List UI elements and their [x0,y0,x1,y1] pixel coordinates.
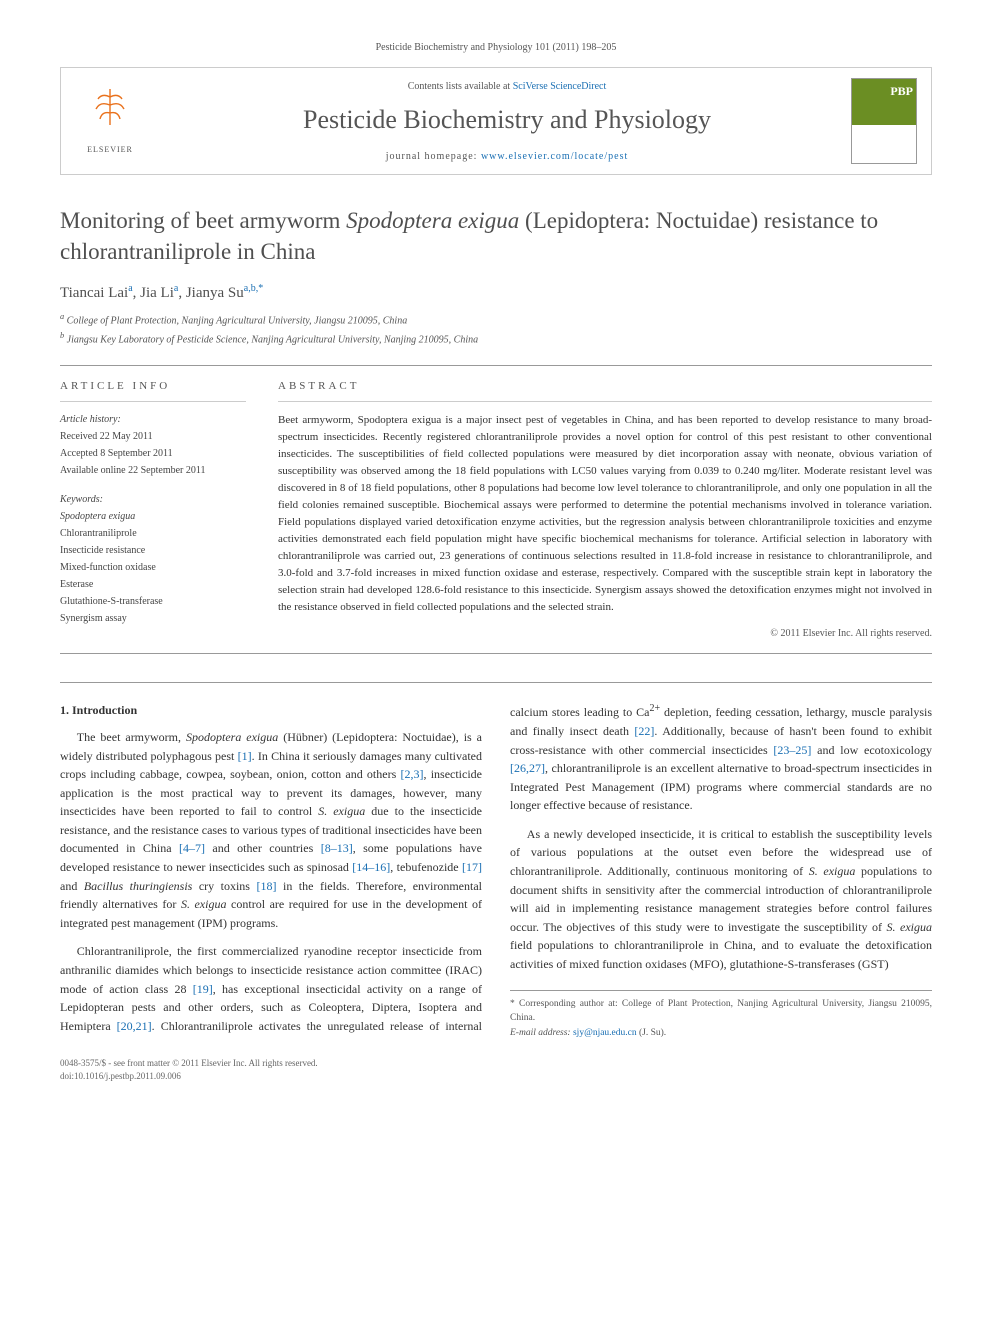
journal-title: Pesticide Biochemistry and Physiology [163,100,851,139]
p1-i: and [60,879,84,893]
cite-2-3[interactable]: [2,3] [400,767,423,781]
p2-h: , chlorantraniliprole is an excellent al… [510,761,932,812]
para-3: As a newly developed insecticide, it is … [510,825,932,974]
keyword-0-text: Spodoptera exigua [60,511,135,522]
keyword-0: Spodoptera exigua [60,509,246,524]
author-2-aff: a [174,283,178,294]
body-text: 1. Introduction The beet armyworm, Spodo… [60,701,932,1040]
page-footer: 0048-3575/$ - see front matter © 2011 El… [60,1057,932,1084]
issn-line: 0048-3575/$ - see front matter © 2011 El… [60,1057,932,1071]
homepage-prefix: journal homepage: [386,151,481,162]
p3-c: field populations to chlorantraniliprole… [510,938,932,971]
keyword-2: Insecticide resistance [60,543,246,558]
keyword-4: Esterase [60,577,246,592]
p1-em3: Bacillus thuringiensis [84,879,193,893]
p1-em2: S. exigua [318,804,365,818]
author-3: Jianya Su [186,285,244,301]
article-meta-row: ARTICLE INFO Article history: Received 2… [60,365,932,654]
journal-homepage: journal homepage: www.elsevier.com/locat… [163,149,851,164]
abstract-box: ABSTRACT Beet armyworm, Spodoptera exigu… [260,366,932,653]
date-received: Received 22 May 2011 [60,429,246,444]
para-1: The beet armyworm, Spodoptera exigua (Hü… [60,728,482,933]
homepage-link[interactable]: www.elsevier.com/locate/pest [481,151,628,162]
cite-1[interactable]: [1] [238,749,252,763]
banner-center: Contents lists available at SciVerse Sci… [163,79,851,164]
email-person: (J. Su). [639,1028,666,1038]
elsevier-tree-icon [92,87,128,142]
p1-h: , tebufenozide [390,860,462,874]
affiliation-a-text: College of Plant Protection, Nanjing Agr… [67,315,408,326]
history-label: Article history: [60,412,246,427]
scidirect-link[interactable]: SciVerse ScienceDirect [513,81,607,92]
contents-listing: Contents lists available at SciVerse Sci… [163,79,851,94]
corresponding-author-footnote: * Corresponding author at: College of Pl… [510,990,932,1041]
affiliation-b-text: Jiangsu Key Laboratory of Pesticide Scie… [67,334,478,345]
cite-8-13[interactable]: [8–13] [321,841,353,855]
article-info-box: ARTICLE INFO Article history: Received 2… [60,366,260,653]
cite-18[interactable]: [18] [256,879,276,893]
cite-20-21[interactable]: [20,21] [117,1019,152,1033]
keywords-block: Keywords: Spodoptera exigua Chlorantrani… [60,492,246,626]
author-1: Tiancai Lai [60,285,128,301]
cite-4-7[interactable]: [4–7] [179,841,205,855]
corresponding-marker: * [258,283,263,294]
cite-14-16[interactable]: [14–16] [352,860,390,874]
separator [60,682,932,683]
date-online: Available online 22 September 2011 [60,463,246,478]
title-species: Spodoptera exigua [346,208,519,233]
abstract-copyright: © 2011 Elsevier Inc. All rights reserved… [278,626,932,641]
elsevier-logo: ELSEVIER [75,81,145,161]
doi-line: doi:10.1016/j.pestbp.2011.09.006 [60,1070,932,1084]
article-title: Monitoring of beet armyworm Spodoptera e… [60,205,932,267]
title-part-a: Monitoring of beet armyworm [60,208,346,233]
keyword-5: Glutathione-S-transferase [60,594,246,609]
abstract-header: ABSTRACT [278,378,932,402]
p3-em1: S. exigua [809,864,856,878]
date-accepted: Accepted 8 September 2011 [60,446,246,461]
p1-f: and other countries [205,841,321,855]
keyword-1: Chlorantraniliprole [60,526,246,541]
cite-26-27[interactable]: [26,27] [510,761,545,775]
journal-banner: ELSEVIER Contents lists available at Sci… [60,67,932,175]
affiliation-a: a College of Plant Protection, Nanjing A… [60,311,932,328]
p2-g: and low ecotoxicology [811,743,932,757]
author-2: Jia Li [140,285,174,301]
cite-23-25[interactable]: [23–25] [773,743,811,757]
journal-cover-thumbnail: PBP [851,78,917,164]
article-history: Article history: Received 22 May 2011 Ac… [60,412,246,478]
journal-header-citation: Pesticide Biochemistry and Physiology 10… [60,40,932,55]
p2-sup: 2+ [649,703,660,714]
keyword-6: Synergism assay [60,611,246,626]
article-info-header: ARTICLE INFO [60,378,246,402]
email-label: E-mail address: [510,1028,571,1038]
affiliations: a College of Plant Protection, Nanjing A… [60,311,932,348]
keyword-3: Mixed-function oxidase [60,560,246,575]
cite-19[interactable]: [19] [193,982,213,996]
affiliation-b: b Jiangsu Key Laboratory of Pesticide Sc… [60,330,932,347]
p1-a: The beet armyworm, [77,730,186,744]
cite-22[interactable]: [22] [634,724,654,738]
contents-prefix: Contents lists available at [408,81,513,92]
author-1-aff: a [128,283,132,294]
email-link[interactable]: sjy@njau.edu.cn [573,1028,637,1038]
cover-abbr: PBP [855,82,913,100]
p3-em2: S. exigua [887,920,932,934]
keywords-label: Keywords: [60,492,246,507]
section-1-heading: 1. Introduction [60,701,482,720]
p1-j: cry toxins [192,879,256,893]
email-line: E-mail address: sjy@njau.edu.cn (J. Su). [510,1026,932,1041]
p1-em4: S. exigua [181,897,227,911]
author-list: Tiancai Laia, Jia Lia, Jianya Sua,b,* [60,281,932,305]
elsevier-label: ELSEVIER [87,144,133,156]
corr-author-text: * Corresponding author at: College of Pl… [510,997,932,1026]
abstract-text: Beet armyworm, Spodoptera exigua is a ma… [278,412,932,617]
author-3-aff: a,b, [244,283,258,294]
cite-17[interactable]: [17] [462,860,482,874]
p1-em1: Spodoptera exigua [186,730,278,744]
